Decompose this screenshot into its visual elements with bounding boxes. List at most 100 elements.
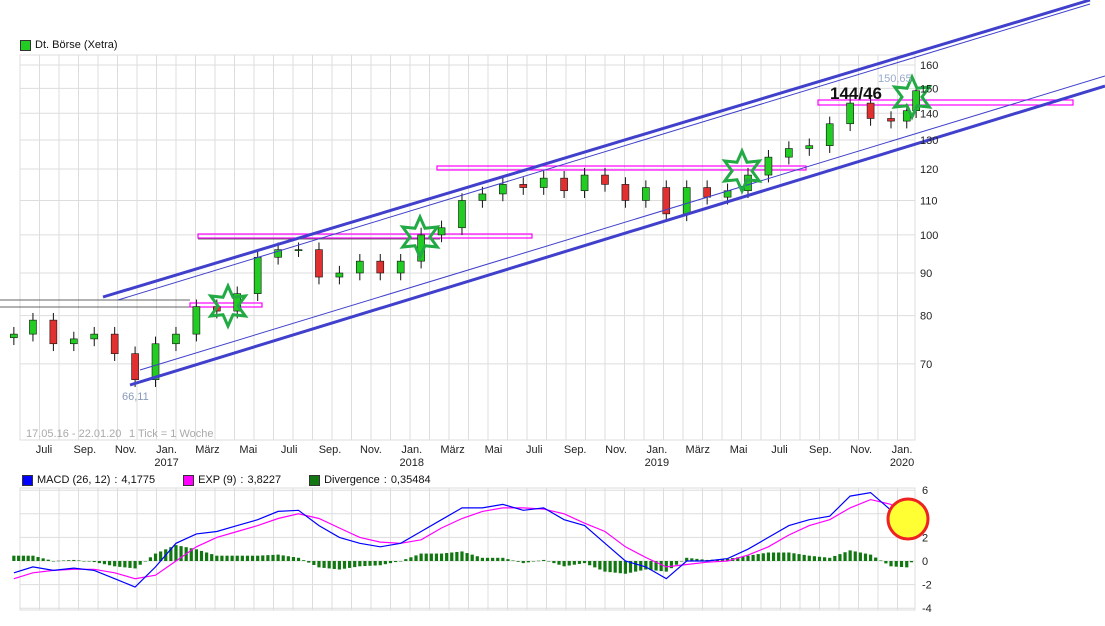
divergence-bar bbox=[838, 554, 842, 561]
macd-y-tick-label: -4 bbox=[922, 603, 932, 615]
divergence-bar bbox=[388, 561, 393, 564]
resistance-box bbox=[436, 165, 807, 171]
divergence-bar bbox=[470, 554, 474, 561]
divergence-bar bbox=[690, 558, 694, 561]
candle bbox=[580, 174, 589, 192]
divergence-bar bbox=[409, 557, 413, 561]
divergence-bar bbox=[751, 554, 755, 561]
divergence-bar bbox=[179, 546, 183, 561]
candle bbox=[29, 319, 37, 335]
divergence-bar bbox=[613, 561, 617, 573]
divergence-bar bbox=[220, 555, 224, 561]
star-icon bbox=[891, 73, 933, 121]
x-tick-label: Juli bbox=[36, 444, 53, 456]
divergence-bar bbox=[843, 552, 847, 561]
x-tick-label: Sep. bbox=[809, 444, 832, 456]
divergence-bar bbox=[634, 561, 638, 572]
y-tick-label: 140 bbox=[920, 108, 938, 120]
divergence-bar bbox=[680, 561, 684, 562]
divergence-bar bbox=[853, 551, 857, 561]
macd-grid bbox=[19, 487, 916, 611]
x-tick-label: Sep. bbox=[74, 444, 97, 456]
divergence-bar bbox=[542, 559, 546, 561]
divergence-bar bbox=[194, 549, 198, 561]
star-icon bbox=[207, 282, 249, 330]
y-tick-label: 90 bbox=[920, 268, 932, 280]
divergence-bar bbox=[475, 556, 479, 561]
candle bbox=[90, 333, 99, 340]
divergence-bar bbox=[281, 555, 285, 561]
candle bbox=[560, 177, 568, 192]
channel-lower-line bbox=[129, 84, 1105, 387]
candle bbox=[825, 123, 834, 146]
divergence-bar bbox=[153, 553, 158, 561]
divergence-bar bbox=[848, 550, 852, 561]
divergence-bar bbox=[143, 561, 147, 562]
y-tick-label: 120 bbox=[920, 164, 938, 176]
instrument-title: Dt. Börse (Xetra) bbox=[35, 39, 118, 51]
channel-upper-inner-line bbox=[117, 3, 1091, 301]
y-tick-label: 110 bbox=[920, 195, 938, 207]
x-tick-label: Mai bbox=[239, 444, 257, 456]
divergence-bar bbox=[828, 557, 832, 561]
divergence-bar bbox=[12, 555, 16, 561]
divergence-bar bbox=[240, 555, 244, 561]
divergence-bar bbox=[302, 560, 306, 561]
divergence-bar bbox=[250, 555, 255, 561]
candle bbox=[866, 102, 875, 119]
divergence-bar bbox=[46, 559, 50, 561]
divergence-bar bbox=[455, 551, 459, 561]
divergence-bar bbox=[271, 554, 275, 561]
x-tick-label: Jan. bbox=[156, 444, 177, 456]
x-tick-label: Nov. bbox=[850, 444, 872, 456]
candle bbox=[70, 338, 78, 345]
annotation-label: 144/46 bbox=[830, 84, 882, 103]
highlight-circle bbox=[886, 497, 930, 541]
legend-macd: MACD (26, 12): 4,1775 bbox=[22, 474, 155, 486]
divergence-bar bbox=[879, 560, 883, 561]
divergence-bar bbox=[337, 561, 341, 570]
star-icon bbox=[721, 147, 763, 195]
divergence-bar bbox=[603, 561, 607, 572]
range-text: 17.05.16 - 22.01.20 bbox=[26, 428, 121, 440]
divergence-bar bbox=[327, 561, 331, 569]
legend-divergence: Divergence: 0,35484 bbox=[309, 474, 431, 486]
divergence-bar bbox=[521, 561, 525, 564]
legend-swatch bbox=[20, 39, 31, 51]
divergence-bar bbox=[659, 561, 663, 572]
candle bbox=[539, 177, 548, 188]
divergence-bar bbox=[618, 561, 622, 574]
macd-panel: -4-20246 bbox=[12, 485, 932, 615]
candle bbox=[621, 184, 630, 201]
divergence-bar bbox=[26, 555, 30, 561]
divergence-bar bbox=[383, 561, 387, 565]
x-tick-label: Juli bbox=[771, 444, 788, 456]
divergence-bar bbox=[235, 555, 239, 561]
x-tick-label: Nov. bbox=[115, 444, 137, 456]
divergence-bar bbox=[133, 561, 137, 569]
channel-upper-line bbox=[102, 0, 1091, 299]
candle bbox=[274, 249, 282, 258]
x-tick-label: Mai bbox=[485, 444, 503, 456]
divergence-bar bbox=[51, 561, 55, 562]
channel-lower-inner-line bbox=[139, 75, 1105, 371]
divergence-bar bbox=[31, 555, 35, 561]
divergence-bar bbox=[56, 560, 61, 562]
divergence-bar bbox=[429, 553, 433, 561]
y-tick-label: 100 bbox=[920, 230, 938, 242]
divergence-bar bbox=[358, 561, 362, 567]
divergence-bar bbox=[113, 561, 117, 567]
divergence-bar bbox=[312, 561, 316, 565]
divergence-bar bbox=[874, 557, 878, 561]
candle bbox=[335, 272, 344, 278]
candle bbox=[519, 184, 528, 188]
divergence-bar bbox=[491, 557, 495, 561]
divergence-bar bbox=[572, 561, 576, 565]
divergence-bar bbox=[552, 561, 556, 564]
divergence-bar bbox=[685, 557, 689, 561]
divergence-bar bbox=[868, 554, 873, 561]
macd-line bbox=[13, 491, 917, 588]
divergence-bar bbox=[889, 561, 893, 567]
divergence-bar bbox=[695, 558, 699, 561]
